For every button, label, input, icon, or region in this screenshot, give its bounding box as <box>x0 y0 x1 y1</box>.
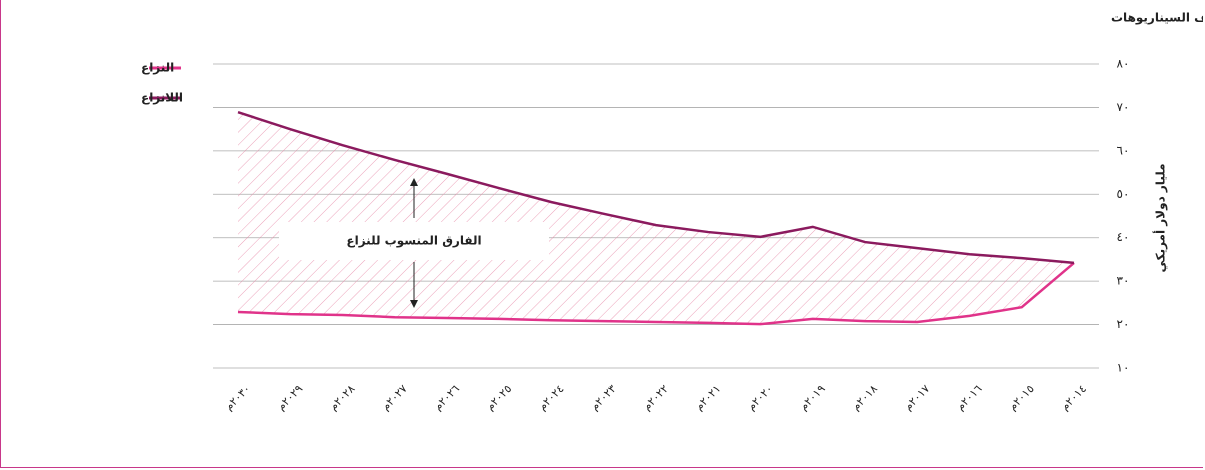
legend-label: النزاع <box>141 61 174 75</box>
y-tick-label: ١٠ <box>1117 361 1130 375</box>
x-tick-label: ٢٠١٧م <box>902 382 933 413</box>
x-tick-label: ٢٠٢٠م <box>745 382 776 413</box>
legend-label: اللانزاع <box>141 91 183 105</box>
x-tick-label: ٢٠١٤م <box>1058 382 1089 413</box>
x-tick-label: ٢٠١٨م <box>849 382 880 413</box>
y-tick-label: ٣٠ <box>1117 274 1130 288</box>
x-tick-label: ٢٠٢٢م <box>640 382 671 413</box>
x-tick-label: ٢٠١٥م <box>1006 382 1037 413</box>
annotation: الفارق المنسوب للنزاع <box>346 234 481 249</box>
x-tick-label: ٢٠٢٣م <box>588 382 619 413</box>
x-tick-label: ٢٠١٦م <box>954 382 985 413</box>
x-tick-label: ٢٠٢١م <box>693 382 724 413</box>
gap-area <box>238 112 1074 325</box>
y-tick-label: ٤٠ <box>1117 230 1130 244</box>
y-tick-label: ٥٠ <box>1117 187 1130 201</box>
series-line <box>237 261 1075 326</box>
x-tick-label: ٢٠٢٩م <box>275 382 306 413</box>
y-axis-label: مليار دولار أمريكي <box>1153 163 1169 272</box>
chart-title: الناتج المحلي الإجمالي (بأسعار الصرف في … <box>1111 10 1203 26</box>
y-tick-label: ٦٠ <box>1117 143 1130 157</box>
x-tick-label: ٢٠٣٠م <box>222 382 253 413</box>
x-tick-label: ٢٠١٩م <box>797 382 828 413</box>
x-tick-label: ٢٠٢٧م <box>379 382 410 413</box>
y-tick-label: ٢٠ <box>1117 317 1130 331</box>
arrow-head <box>410 178 418 186</box>
x-tick-label: ٢٠٢٥م <box>484 382 515 413</box>
y-tick-label: ٧٠ <box>1117 100 1130 114</box>
y-tick-label: ٨٠ <box>1117 57 1130 71</box>
arrow-head <box>410 300 418 308</box>
x-tick-label: ٢٠٢٦م <box>431 382 462 413</box>
x-tick-label: ٢٠٢٤م <box>536 382 567 413</box>
series-line <box>237 111 1075 265</box>
x-tick-label: ٢٠٢٨م <box>327 382 358 413</box>
annotation-box <box>279 222 549 260</box>
